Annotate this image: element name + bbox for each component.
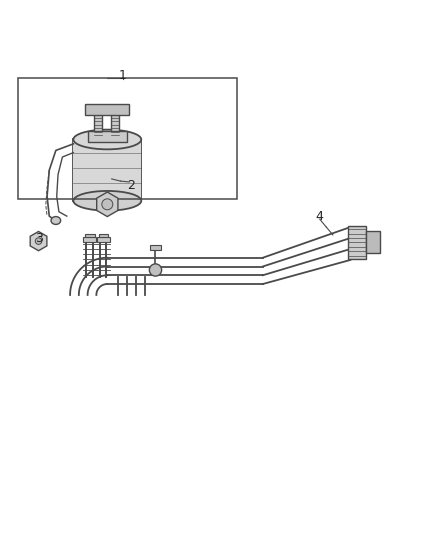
Text: 3: 3 [35, 231, 43, 245]
Bar [73, 140, 141, 201]
Ellipse shape [74, 191, 141, 211]
Text: 1: 1 [119, 69, 127, 83]
Bar [348, 226, 366, 259]
Polygon shape [30, 231, 47, 251]
Text: 4: 4 [316, 209, 324, 223]
Bar [94, 113, 102, 138]
Bar [150, 245, 161, 251]
Bar [83, 237, 96, 243]
Bar [85, 233, 95, 237]
Bar [97, 237, 110, 243]
Ellipse shape [51, 216, 60, 224]
Ellipse shape [74, 130, 141, 149]
Ellipse shape [102, 199, 113, 210]
Text: 2: 2 [127, 179, 135, 192]
Bar [18, 78, 237, 199]
Bar [111, 113, 119, 138]
Polygon shape [97, 192, 118, 216]
Bar [99, 233, 108, 237]
Ellipse shape [35, 238, 42, 245]
Ellipse shape [149, 264, 162, 276]
Bar [85, 104, 129, 115]
Bar [88, 131, 127, 142]
Bar [366, 231, 380, 253]
